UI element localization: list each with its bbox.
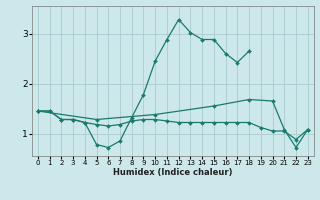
- X-axis label: Humidex (Indice chaleur): Humidex (Indice chaleur): [113, 168, 233, 177]
